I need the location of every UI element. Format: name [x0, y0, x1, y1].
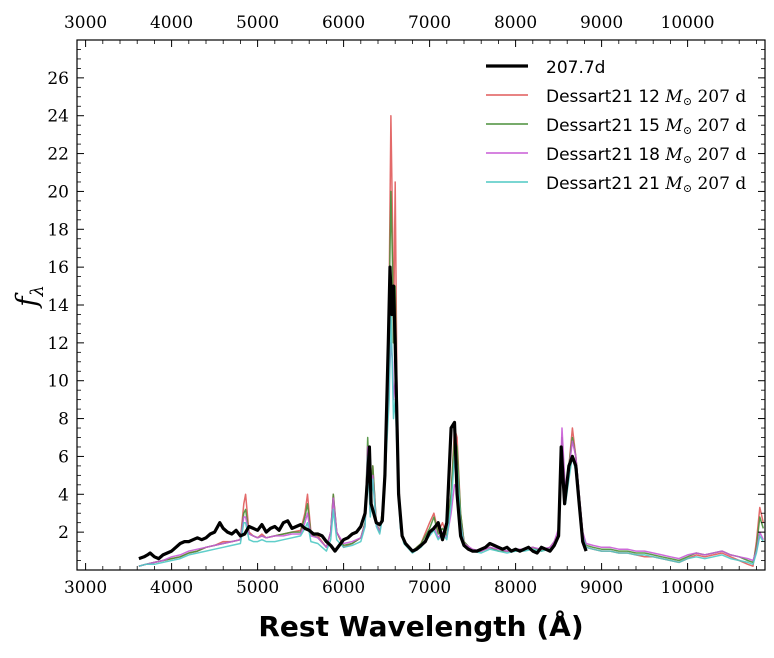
- legend-mass-symbol: M: [664, 174, 683, 194]
- legend-sun-symbol: ⊙: [683, 182, 692, 195]
- x-tick-label-top: 3000: [64, 13, 107, 33]
- legend-label-dessart12: Dessart21 12 M⊙ 207 d: [546, 87, 746, 108]
- series-line-observed: [138, 265, 588, 561]
- legend-label-dessart15: Dessart21 15 M⊙ 207 d: [546, 116, 746, 137]
- legend-prefix: Dessart21 18: [546, 145, 665, 165]
- y-tick-label: 20: [47, 182, 69, 202]
- y-tick-label: 26: [47, 69, 69, 89]
- legend-suffix: 207 d: [692, 116, 746, 136]
- legend-prefix: Dessart21 12: [546, 87, 665, 107]
- x-tick-label-bottom: 7000: [408, 578, 451, 598]
- y-tick-label: 14: [47, 296, 69, 316]
- series-layer: [138, 114, 765, 567]
- y-axis-label-subscript: λ: [27, 285, 48, 297]
- x-tick-label-top: 6000: [322, 13, 365, 33]
- x-tick-label-top: 5000: [236, 13, 279, 33]
- legend-mass-symbol: M: [664, 87, 683, 107]
- y-tick-label: 10: [47, 372, 69, 392]
- legend-label-dessart21: Dessart21 21 M⊙ 207 d: [546, 174, 746, 195]
- x-tick-label-bottom: 6000: [322, 578, 365, 598]
- x-tick-label-top: 8000: [494, 13, 537, 33]
- legend-prefix: Dessart21 15: [546, 116, 665, 136]
- legend-label-dessart18: Dessart21 18 M⊙ 207 d: [546, 145, 746, 166]
- y-tick-label: 2: [58, 523, 69, 543]
- x-tick-label-bottom: 8000: [494, 578, 537, 598]
- legend-suffix: 207 d: [692, 145, 746, 165]
- y-tick-label: 4: [58, 485, 69, 505]
- x-tick-label-bottom: 5000: [236, 578, 279, 598]
- x-tick-label-bottom: 9000: [580, 578, 623, 598]
- y-tick-label: 24: [47, 107, 69, 127]
- legend: 207.7d Dessart21 12 M⊙ 207 d Dessart21 1…: [486, 58, 746, 195]
- legend-sun-symbol: ⊙: [683, 124, 692, 137]
- y-tick-label: 18: [47, 220, 69, 240]
- legend-mass-symbol: M: [664, 116, 683, 136]
- legend-label-observed: 207.7d: [546, 58, 605, 78]
- legend-sun-symbol: ⊙: [683, 95, 692, 108]
- x-tick-label-top: 9000: [580, 13, 623, 33]
- x-tick-label-bottom: 4000: [150, 578, 193, 598]
- legend-prefix: Dessart21 21: [546, 174, 665, 194]
- legend-suffix: 207 d: [692, 87, 746, 107]
- y-tick-label: 6: [58, 447, 69, 467]
- x-tick-label-bottom: 10000: [661, 578, 715, 598]
- x-tick-label-top: 7000: [408, 13, 451, 33]
- x-tick-label-bottom: 3000: [64, 578, 107, 598]
- x-tick-label-top: 4000: [150, 13, 193, 33]
- legend-mass-symbol: M: [664, 145, 683, 165]
- legend-suffix: 207 d: [692, 174, 746, 194]
- y-tick-label: 8: [58, 410, 69, 430]
- x-tick-label-top: 10000: [661, 13, 715, 33]
- x-axis-label: Rest Wavelength (Å): [258, 609, 583, 643]
- y-tick-label: 12: [47, 334, 69, 354]
- ticks-layer: 3000 3000 4000 4000 5000 5000 6000 6000 7000 7000…: [47, 13, 765, 598]
- y-tick-label: 16: [47, 258, 69, 278]
- legend-sun-symbol: ⊙: [683, 153, 692, 166]
- y-tick-label: 22: [47, 145, 69, 165]
